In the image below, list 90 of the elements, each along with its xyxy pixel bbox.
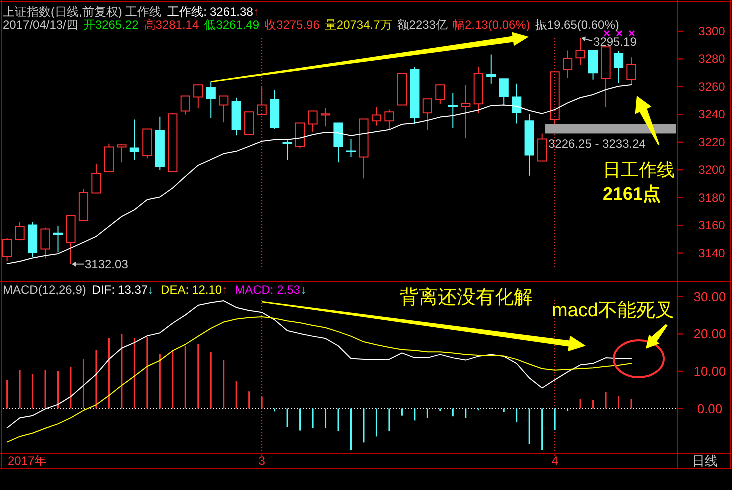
annotation: 2161点 [603,184,662,204]
candlestick [15,221,25,242]
annotation: 3132.03 [84,257,129,272]
y-tick-label: 0.00 [697,401,723,416]
candlestick [232,97,242,136]
candlestick [40,227,50,260]
candlestick [142,128,152,160]
annotation: 日工作线 [603,160,675,180]
candlestick [614,50,624,84]
candlestick [66,215,76,265]
candlestick [588,50,598,80]
candlestick [474,66,484,114]
annotation: 3261.38↑ [210,5,260,19]
candlestick [486,54,496,84]
y-tick-label: 3140 [698,246,726,260]
y-tick-label: 3220 [698,135,726,150]
text: DIF: [92,283,116,297]
candlestick [410,66,420,126]
candlestick [180,96,190,116]
candlestick [576,38,586,66]
candlestick [78,188,89,222]
y-tick-label: 3260 [698,80,726,94]
annotation: 12.10↑ [192,283,228,297]
candlestick [436,84,446,106]
candlestick [334,122,344,164]
candlestick [372,106,382,126]
y-tick-label: 3240 [698,108,726,122]
text: 工作线: [168,5,208,19]
y-tick-label: 3160 [698,218,726,233]
candlestick [206,81,216,120]
y-tick-label: 10.00 [694,364,726,379]
candlestick [359,118,369,180]
x-tick-label: 3 [258,454,266,468]
candlestick [512,83,522,124]
x-tick-label: 4 [552,454,559,468]
candlestick [346,138,356,158]
annotation: 2017/04/13/四 [3,18,78,32]
x-axis-title: 2017年 [8,454,47,468]
annotation: MACD: 2.53↓ [235,283,306,297]
y-tick-label: 20.00 [694,326,726,342]
candlestick [219,96,229,124]
candlestick [155,116,165,172]
text: DEA: [161,283,190,297]
candlestick [130,119,140,162]
candlestick [563,50,573,79]
annotation: 收3275.96 [264,18,320,32]
candlestick [295,122,306,150]
y-tick-label: 3300 [698,24,726,38]
candlestick [194,84,204,110]
chart-title: MACD(12,26,9) [3,283,86,297]
candlestick [320,108,331,128]
candlestick [270,90,280,130]
candlestick [448,92,458,130]
candlestick [422,98,432,131]
candlestick [601,46,611,108]
y-tick-label: 3200 [698,163,726,178]
y-tick-label: 3180 [698,190,726,205]
annotation: 高3281.14 [144,18,200,32]
annotation: 开3265.22 [83,18,140,32]
candlestick [524,114,534,176]
y-tick-label: 30.00 [694,289,726,304]
candlestick [626,57,636,86]
annotation: macd不能死叉 [552,300,674,322]
candlestick [282,140,292,162]
annotation: 量20734.7万 [324,18,392,32]
candlestick [384,109,394,130]
candlestick [397,73,407,106]
candlestick [104,143,114,172]
annotation: 背离还没有化解 [400,286,533,308]
y-tick-label: 3280 [698,52,726,66]
candlestick [168,112,178,172]
candlestick [499,78,509,106]
candlestick [461,84,471,140]
candlestick [53,225,64,254]
candlestick [2,238,12,262]
candlestick [308,110,318,134]
annotation: 3295.19 [594,35,638,50]
text: 日线 [692,454,718,468]
annotation: 幅2.13(0.06%) [452,18,530,32]
annotation: 振19.65(0.60%) [535,18,620,32]
candlestick [117,144,127,164]
annotation: 13.37↓ [118,283,154,297]
annotation: 低3261.49 [204,18,260,32]
candlestick [28,221,38,258]
chart-title: 上证指数(日线,前复权) 工作线 [3,5,162,19]
candlestick [92,163,102,194]
band-label: 3226.25 - 3233.24 [548,137,646,152]
annotation: 额2233亿 [397,18,448,32]
candlestick [538,133,548,162]
candlestick [244,112,254,135]
